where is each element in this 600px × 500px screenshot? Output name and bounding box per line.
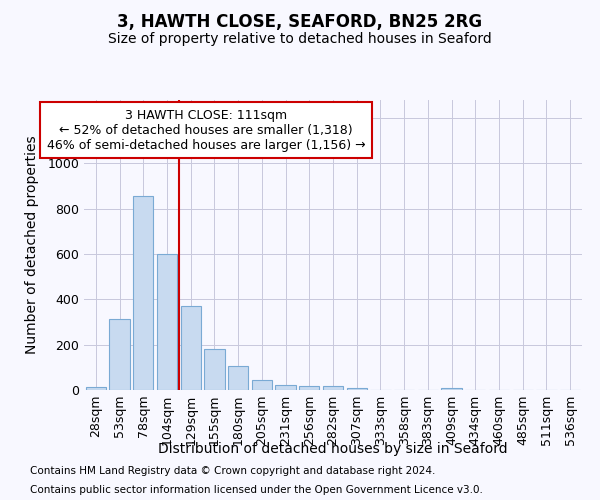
Text: 3, HAWTH CLOSE, SEAFORD, BN25 2RG: 3, HAWTH CLOSE, SEAFORD, BN25 2RG [118, 12, 482, 30]
Bar [181, 306, 201, 390]
Bar [347, 388, 367, 390]
Bar [299, 386, 319, 390]
Bar [86, 386, 106, 390]
Bar [205, 348, 224, 390]
Bar [323, 386, 343, 390]
Bar [228, 366, 248, 390]
Bar [157, 254, 177, 390]
Bar [442, 388, 461, 390]
Text: Contains public sector information licensed under the Open Government Licence v3: Contains public sector information licen… [30, 485, 483, 495]
Bar [133, 196, 154, 390]
Text: Distribution of detached houses by size in Seaford: Distribution of detached houses by size … [158, 442, 508, 456]
Text: 3 HAWTH CLOSE: 111sqm
← 52% of detached houses are smaller (1,318)
46% of semi-d: 3 HAWTH CLOSE: 111sqm ← 52% of detached … [47, 108, 365, 152]
Y-axis label: Number of detached properties: Number of detached properties [25, 136, 39, 354]
Text: Contains HM Land Registry data © Crown copyright and database right 2024.: Contains HM Land Registry data © Crown c… [30, 466, 436, 476]
Bar [275, 385, 296, 390]
Text: Size of property relative to detached houses in Seaford: Size of property relative to detached ho… [108, 32, 492, 46]
Bar [109, 318, 130, 390]
Bar [252, 380, 272, 390]
